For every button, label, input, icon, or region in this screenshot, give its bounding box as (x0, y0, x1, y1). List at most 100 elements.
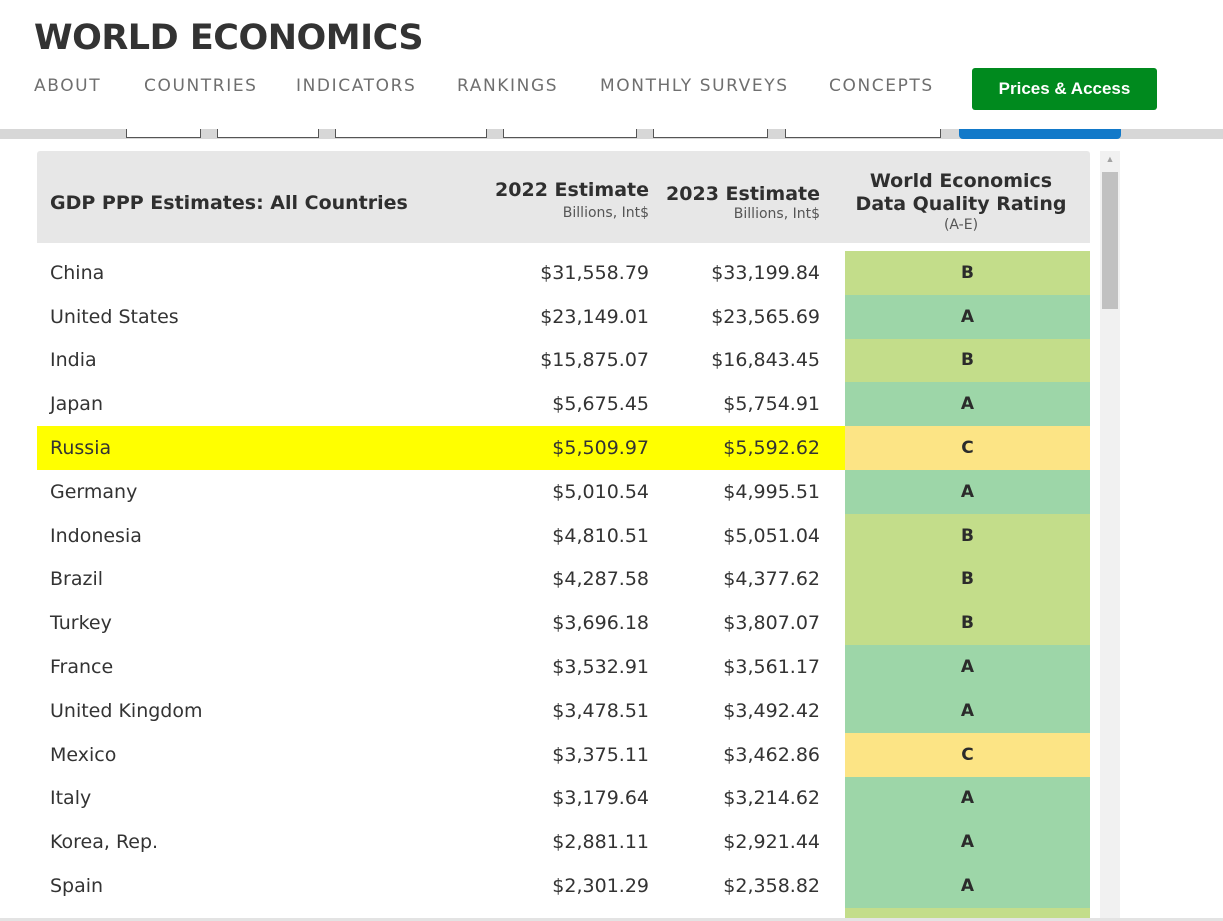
table-row[interactable]: Brazil $4,287.58 $4,377.62 B (37, 557, 1090, 602)
country-name: Mexico (50, 743, 117, 766)
site-header: WORLD ECONOMICS ABOUT COUNTRIES INDICATO… (0, 0, 1223, 130)
scroll-thumb[interactable] (1102, 172, 1118, 309)
estimate-2022: $4,810.51 (552, 524, 649, 547)
quality-rating: A (845, 776, 1090, 821)
estimate-2023: $16,843.45 (711, 349, 820, 372)
estimate-2023: $4,377.62 (723, 568, 820, 591)
estimate-2023: $2,358.82 (723, 875, 820, 898)
column-2023-unit: Billions, Int$ (733, 206, 820, 222)
table-row[interactable]: India $15,875.07 $16,843.45 B (37, 338, 1090, 383)
nav-rankings[interactable]: RANKINGS (457, 76, 559, 96)
rating-header-line2: Data Quality Rating (855, 193, 1067, 215)
nav-about[interactable]: ABOUT (34, 76, 102, 96)
table-row[interactable]: Italy $3,179.64 $3,214.62 A (37, 776, 1090, 821)
table-header: GDP PPP Estimates: All Countries 2022 Es… (37, 151, 1090, 243)
table-row[interactable]: Japan $5,675.45 $5,754.91 A (37, 382, 1090, 427)
country-name: Germany (50, 480, 138, 503)
quality-rating: A (845, 864, 1090, 908)
quality-rating: A (845, 469, 1090, 514)
scroll-up-icon[interactable]: ▲ (1105, 154, 1115, 164)
prices-access-button[interactable]: Prices & Access (972, 68, 1157, 110)
bottom-divider (0, 918, 1223, 921)
quality-rating: B (845, 513, 1090, 558)
rating-scale: (A-E) (943, 217, 979, 233)
estimate-2022: $2,301.29 (552, 875, 649, 898)
column-2023-label: 2023 Estimate (666, 183, 820, 205)
country-name: Italy (50, 787, 92, 810)
quality-rating: B (845, 557, 1090, 602)
estimate-2022: $5,509.97 (552, 437, 649, 460)
column-2023[interactable]: 2023 Estimate Billions, Int$ (666, 183, 820, 222)
table-body: China $31,558.79 $33,199.84 B United States $… (37, 251, 1090, 921)
estimate-2022: $3,179.64 (552, 787, 649, 810)
estimate-2023: $23,565.69 (711, 305, 820, 328)
table-row[interactable]: United Kingdom $3,478.51 $3,492.42 A (37, 688, 1090, 733)
column-2022-unit: Billions, Int$ (562, 205, 649, 221)
table-row[interactable]: Spain $2,301.29 $2,358.82 A (37, 864, 1090, 908)
estimate-2022: $31,558.79 (540, 261, 649, 284)
table-row[interactable]: France $3,532.91 $3,561.17 A (37, 645, 1090, 689)
sub-nav-tab[interactable] (126, 129, 201, 138)
quality-rating: B (845, 601, 1090, 646)
quality-rating: A (845, 294, 1090, 339)
quality-rating: C (845, 732, 1090, 777)
table-row[interactable]: Germany $5,010.54 $4,995.51 A (37, 469, 1090, 514)
country-name: China (50, 261, 105, 284)
country-name: Brazil (50, 568, 104, 591)
sub-nav-tab[interactable] (503, 129, 637, 138)
nav-concepts[interactable]: CONCEPTS (829, 76, 934, 96)
country-name: India (50, 349, 97, 372)
estimate-2023: $5,592.62 (723, 437, 820, 460)
column-2022[interactable]: 2022 Estimate Billions, Int$ (495, 179, 649, 221)
estimate-2022: $2,881.11 (552, 831, 649, 854)
country-name: Turkey (50, 612, 112, 635)
sub-nav-tab[interactable] (653, 129, 768, 138)
estimate-2022: $3,532.91 (552, 656, 649, 679)
table-row[interactable]: Russia $5,509.97 $5,592.62 C (37, 426, 1090, 470)
estimate-2023: $2,921.44 (723, 831, 820, 854)
country-name: United Kingdom (50, 699, 203, 722)
quality-rating: A (845, 645, 1090, 689)
sub-nav-tab[interactable] (785, 129, 941, 138)
estimate-2022: $3,696.18 (552, 612, 649, 635)
estimate-2022: $5,010.54 (552, 480, 649, 503)
nav-countries[interactable]: COUNTRIES (144, 76, 258, 96)
sub-nav-tab[interactable] (335, 129, 487, 138)
quality-rating: C (845, 426, 1090, 470)
estimate-2023: $3,807.07 (723, 612, 820, 635)
quality-rating: A (845, 820, 1090, 865)
country-name: Korea, Rep. (50, 831, 159, 854)
table-row[interactable]: China $31,558.79 $33,199.84 B (37, 251, 1090, 295)
country-name: Japan (50, 393, 103, 416)
quality-rating: A (845, 688, 1090, 733)
sub-nav-tab[interactable] (217, 129, 319, 138)
quality-rating: B (845, 338, 1090, 383)
estimate-2023: $4,995.51 (723, 480, 820, 503)
table-row[interactable]: Korea, Rep. $2,881.11 $2,921.44 A (37, 820, 1090, 865)
estimate-2022: $23,149.01 (540, 305, 649, 328)
table-row[interactable]: Indonesia $4,810.51 $5,051.04 B (37, 513, 1090, 558)
quality-rating: B (845, 251, 1090, 295)
estimate-2022: $15,875.07 (540, 349, 649, 372)
scrollbar[interactable]: ▲ (1100, 151, 1120, 921)
country-name: Spain (50, 875, 104, 898)
nav-monthly-surveys[interactable]: MONTHLY SURVEYS (600, 76, 789, 96)
nav-indicators[interactable]: INDICATORS (296, 76, 417, 96)
brand-logo[interactable]: WORLD ECONOMICS (34, 18, 424, 58)
table-row[interactable]: Mexico $3,375.11 $3,462.86 C (37, 732, 1090, 777)
sub-nav-tab-active[interactable] (959, 129, 1121, 139)
quality-rating: A (845, 382, 1090, 427)
estimate-2022: $4,287.58 (552, 568, 649, 591)
table-row[interactable]: Turkey $3,696.18 $3,807.07 B (37, 601, 1090, 646)
column-rating[interactable]: World Economics Data Quality Rating (A-E… (845, 170, 1077, 233)
table-row[interactable] (37, 907, 1090, 921)
estimate-2023: $5,754.91 (723, 393, 820, 416)
estimate-2023: $3,214.62 (723, 787, 820, 810)
rating-header-line1: World Economics (869, 170, 1053, 192)
quality-rating (845, 907, 1090, 921)
table-row[interactable]: United States $23,149.01 $23,565.69 A (37, 294, 1090, 339)
estimate-2023: $3,561.17 (723, 656, 820, 679)
estimate-2022: $3,375.11 (552, 743, 649, 766)
country-name: Russia (50, 437, 112, 460)
country-name: United States (50, 305, 179, 328)
